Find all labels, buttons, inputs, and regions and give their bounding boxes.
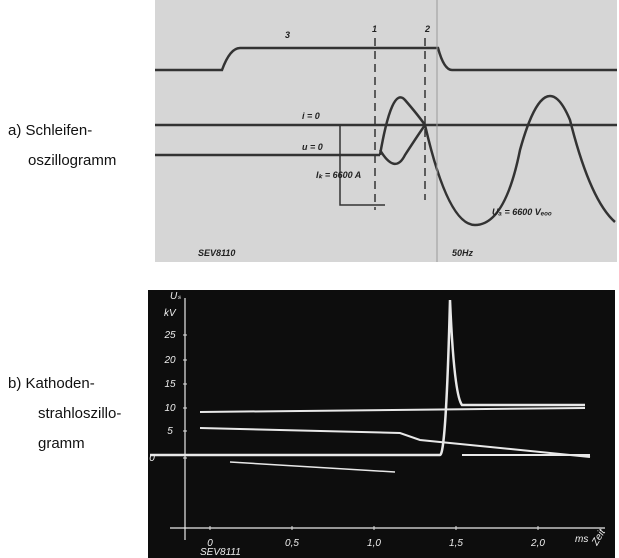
caption: a) Schleifen- <box>8 122 92 139</box>
caption: gramm <box>38 435 85 452</box>
y-tick-label: 0 <box>149 453 155 464</box>
label: i = 0 <box>302 111 320 121</box>
label: 3 <box>285 30 290 40</box>
label: Uₐ = 6600 Vₑₒₒ <box>492 207 552 217</box>
axis-label: Uₛ <box>170 291 181 302</box>
label: 50Hz <box>452 248 474 258</box>
label: SEV8111 <box>200 547 241 558</box>
x-tick-label: 2,0 <box>530 538 545 549</box>
loop-oscillogram: 3 1 2 i = 0 u = 0 Iₖ = 6600 A Uₐ = 6600 … <box>155 0 617 262</box>
label: 2 <box>424 24 430 34</box>
cathode-ray-oscillogram: Uₛ kV ms Zeit SEV8111 <box>148 290 615 558</box>
label: 1 <box>372 24 377 34</box>
axis-label: ms <box>575 534 588 545</box>
traces <box>150 298 605 540</box>
caption: strahloszillo- <box>38 405 121 422</box>
caption: b) Kathoden- <box>8 375 95 392</box>
background <box>148 290 615 558</box>
x-tick-label: 0 <box>207 538 213 549</box>
x-tick-label: 0,5 <box>285 538 299 549</box>
y-tick-label: 15 <box>164 379 176 390</box>
label: u = 0 <box>302 142 323 152</box>
y-tick-label: 20 <box>163 355 176 366</box>
x-tick-label: 1,5 <box>449 538 463 549</box>
y-tick-label: 5 <box>167 426 173 437</box>
background <box>155 0 617 262</box>
label: Iₖ = 6600 A <box>316 170 361 180</box>
y-tick-label: 25 <box>163 330 176 341</box>
caption: oszillogramm <box>28 152 116 169</box>
y-tick-label: 10 <box>164 403 176 414</box>
axis-label: kV <box>164 308 177 319</box>
traces <box>155 46 617 227</box>
x-tick-label: 1,0 <box>367 538 381 549</box>
label: SEV8110 <box>198 248 235 258</box>
